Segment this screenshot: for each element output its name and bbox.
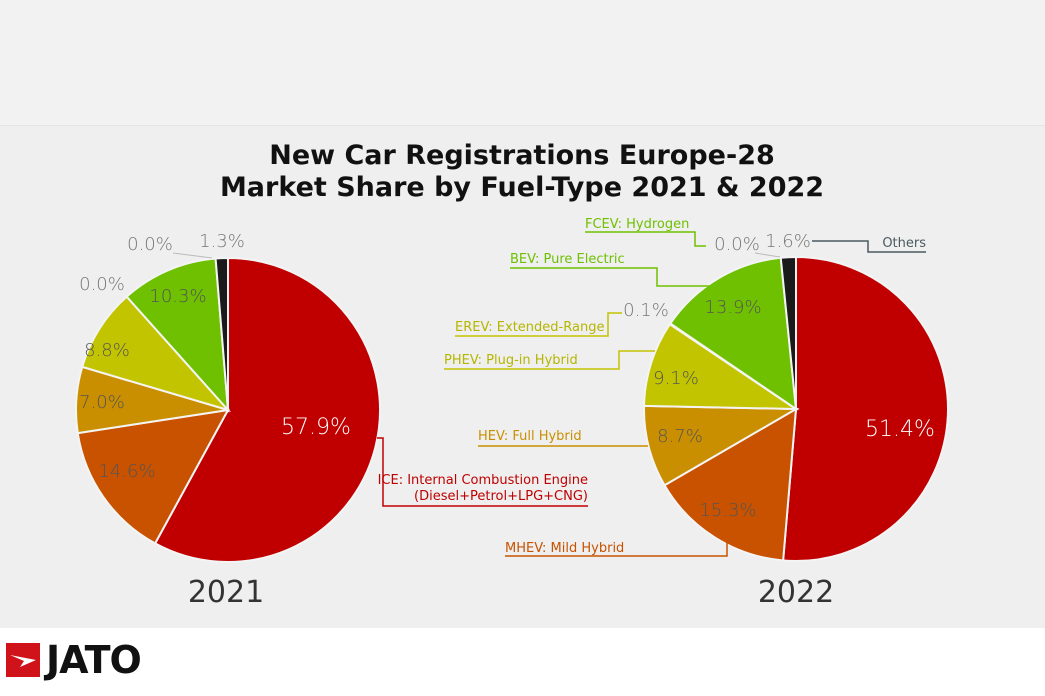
callout-line-fcev <box>585 231 706 247</box>
callout-line-others <box>812 240 926 253</box>
pie-slice-2021-bev <box>125 257 230 413</box>
pie-slice-2022-hev <box>643 404 800 487</box>
data-label-2022-bev: 13.9% <box>704 297 761 318</box>
category-label-ice-detail: (Diesel+Petrol+LPG+CNG) <box>414 489 588 504</box>
leader-2021-fcev <box>172 252 213 259</box>
data-label-2021-mhev: 14.6% <box>98 461 155 482</box>
callout-line-mhev <box>505 522 728 557</box>
callout-line-bev <box>510 267 712 287</box>
category-label-bev: BEV: Pure Electric <box>510 252 625 267</box>
pie-slice-2022-ice <box>782 255 949 562</box>
data-label-2022-erev: 0.1% <box>623 300 669 321</box>
data-label-2022-mhev: 15.3% <box>699 500 756 521</box>
logo-text: JATO <box>46 638 142 682</box>
category-label-phev: PHEV: Plug-in Hybrid <box>444 353 578 368</box>
data-label-2021-bev: 10.3% <box>149 286 206 307</box>
pie-slice-2021-ice <box>153 256 381 563</box>
leader-2022-fcev <box>754 252 781 258</box>
pie-slice-2021-phev <box>81 295 232 412</box>
pie-slice-2021-others <box>214 256 229 411</box>
logo-mark-icon <box>6 643 40 677</box>
category-label-mhev: MHEV: Mild Hybrid <box>505 541 624 556</box>
category-label-erev: EREV: Extended-Range <box>455 320 604 335</box>
data-label-2021-others: 1.3% <box>199 231 245 252</box>
category-label-hev: HEV: Full Hybrid <box>478 429 582 444</box>
pie-slice-2022-mhev <box>663 407 798 562</box>
data-label-2021-ice: 57.9% <box>281 415 351 440</box>
chart-title-line-2: Market Share by Fuel-Type 2021 & 2022 <box>220 172 824 203</box>
year-label-2022: 2022 <box>758 575 834 610</box>
data-label-2022-phev: 9.1% <box>653 368 699 389</box>
data-label-2022-hev: 8.7% <box>657 426 703 447</box>
category-label-fcev: FCEV: Hydrogen <box>585 217 689 232</box>
year-label-2021: 2021 <box>188 575 264 610</box>
pie-slice-2022-bev <box>668 256 798 412</box>
pie-slice-2021-mhev <box>76 408 230 545</box>
category-label-ice: ICE: Internal Combustion Engine <box>378 473 588 488</box>
data-label-2022-others: 1.6% <box>765 231 811 252</box>
pie-slice-2022-phev <box>643 322 800 411</box>
chart-title-line-1: New Car Registrations Europe-28 <box>269 140 775 171</box>
top-band <box>0 0 1045 126</box>
callout-line-erev <box>455 312 622 337</box>
callout-line-ice <box>377 437 588 507</box>
jato-logo: JATO <box>6 638 142 682</box>
category-label-others: Others <box>882 236 926 251</box>
data-label-2021-erev: 0.0% <box>79 274 125 295</box>
pie-slice-2022-others <box>779 255 797 410</box>
callout-line-phev <box>444 350 655 370</box>
data-label-2022-fcev: 0.0% <box>714 234 760 255</box>
data-label-2021-fcev: 0.0% <box>127 234 173 255</box>
data-label-2022-ice: 51.4% <box>865 417 935 442</box>
data-label-2021-phev: 8.8% <box>84 340 130 361</box>
data-label-2021-hev: 7.0% <box>79 392 125 413</box>
